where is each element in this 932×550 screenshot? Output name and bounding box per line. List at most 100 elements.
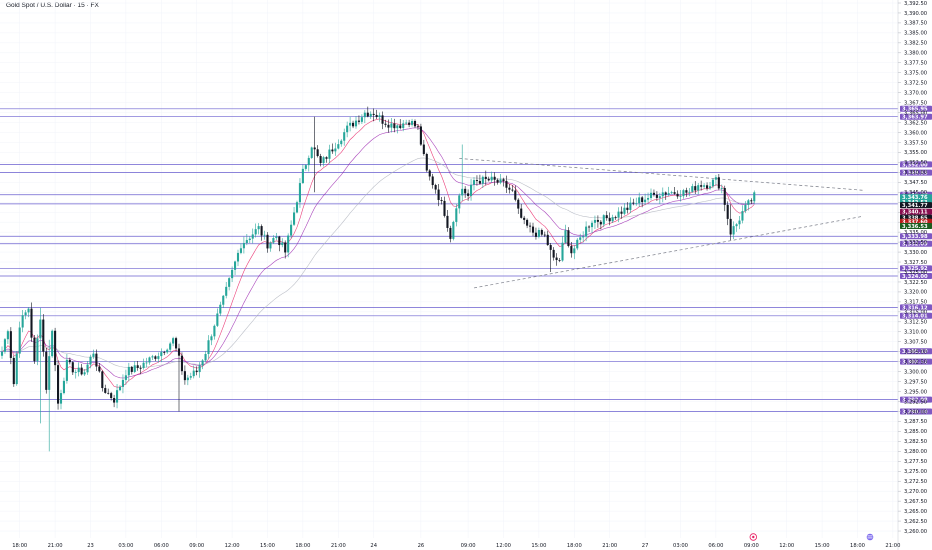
level-price-label: 3,365.95 [902, 107, 928, 113]
candle-body [360, 117, 363, 122]
candle-body [717, 177, 720, 189]
time-tick-label: 18:00 [567, 543, 582, 549]
price-tick-label: 3,325.00 [904, 270, 927, 276]
price-tick-label: 3,315.00 [904, 310, 927, 316]
candle-body [136, 365, 139, 368]
candle-body [738, 220, 741, 225]
candle-body [753, 192, 756, 202]
trendline [459, 158, 864, 191]
candle-body [6, 331, 9, 340]
candle-body [307, 157, 310, 166]
level-price-tag [900, 408, 932, 415]
candle-body [502, 179, 505, 181]
price-axis[interactable]: 3,260.00 3,262.50 3,265.00 3,267.50 3,270.00… [897, 0, 932, 550]
price-tick-label: 3,305.00 [904, 350, 927, 356]
candle-body [51, 330, 54, 357]
candle-body [664, 192, 667, 195]
price-tick-label: 3,362.50 [904, 120, 927, 126]
candle-body [558, 260, 561, 261]
candle-body [720, 187, 723, 189]
price-tick-label: 3,292.50 [904, 399, 927, 405]
price-tick-label: 3,280.00 [904, 449, 927, 455]
ema-mid-line [1, 127, 755, 379]
price-tick-label: 3,322.50 [904, 280, 927, 286]
candle-body [399, 125, 402, 128]
level-price-label: 3,349.93 [902, 171, 928, 177]
candle-body [334, 148, 337, 152]
candle-body [661, 192, 664, 197]
candle-body [145, 362, 148, 364]
candle-body [80, 367, 83, 375]
candle-body [154, 356, 157, 359]
candle-body [632, 202, 635, 204]
level-price-label: 3,363.97 [902, 115, 928, 121]
candle-body [228, 278, 231, 287]
candle-body [287, 235, 290, 253]
candle-body [708, 186, 712, 189]
candle-body [481, 176, 484, 184]
candle-body [127, 366, 130, 376]
price-tick-label: 3,272.50 [904, 479, 927, 485]
price-tag-label: 3,341.77 [902, 203, 928, 209]
us-flag-icon [866, 533, 874, 541]
candle-body [679, 196, 682, 197]
candle-body [723, 187, 726, 205]
candle-body [375, 114, 378, 118]
price-tick-label: 3,320.00 [904, 290, 927, 296]
candle-body [458, 195, 461, 209]
candle-body [337, 144, 340, 149]
candle-body [328, 149, 331, 159]
candle-body [534, 232, 537, 237]
candle-body [175, 338, 178, 349]
candle-body [216, 313, 219, 326]
time-tick-label: 03:00 [673, 543, 688, 549]
candle-body [520, 208, 523, 218]
level-price-tag [900, 113, 932, 120]
price-tick-label: 3,262.50 [904, 519, 927, 525]
candle-body [257, 226, 260, 230]
candle-body [148, 357, 151, 363]
candle-body [596, 219, 599, 222]
price-tick-label: 3,380.00 [904, 51, 927, 57]
candle-body [726, 204, 729, 219]
candle-body [266, 234, 269, 249]
candle-body [641, 197, 644, 203]
candle-body [293, 212, 296, 225]
candle-body [83, 372, 86, 375]
candle-body [714, 177, 717, 180]
us-flag-icon-stripe [867, 535, 873, 537]
candle-body [620, 211, 623, 214]
level-price-label: 3,305.10 [902, 349, 928, 355]
candle-body [700, 185, 703, 187]
candle-body [464, 188, 467, 194]
level-price-label: 3,332.09 [902, 242, 928, 248]
level-price-label: 3,292.98 [902, 398, 928, 404]
candle-body [0, 351, 4, 356]
candle-body [511, 189, 514, 191]
candle-body [104, 388, 107, 393]
candle-body [363, 112, 366, 118]
time-axis[interactable]: 18:00 21:00 23 03:00 06:00 09:00 12:00 15:00 18:… [12, 543, 900, 549]
candle-body [508, 187, 511, 190]
candle-body [151, 356, 154, 358]
candle-body [402, 123, 405, 128]
level-price-tag [900, 358, 932, 365]
candle-body [231, 269, 234, 279]
circle-marker-icon [749, 533, 757, 541]
candle-body [3, 339, 6, 352]
candle-body [499, 179, 502, 183]
level-price-tag [900, 348, 932, 355]
price-tick-label: 3,387.50 [904, 21, 927, 27]
time-tick-label: 09:00 [744, 543, 759, 549]
candle-body [310, 147, 313, 158]
candle-body [384, 123, 387, 125]
candle-body [54, 330, 57, 366]
candle-body [652, 192, 655, 195]
candle-body [180, 355, 183, 372]
candle-body [204, 354, 207, 361]
candle-body [290, 224, 293, 236]
candle-body [623, 207, 626, 214]
candle-body [472, 180, 476, 185]
candle-body [434, 185, 437, 190]
